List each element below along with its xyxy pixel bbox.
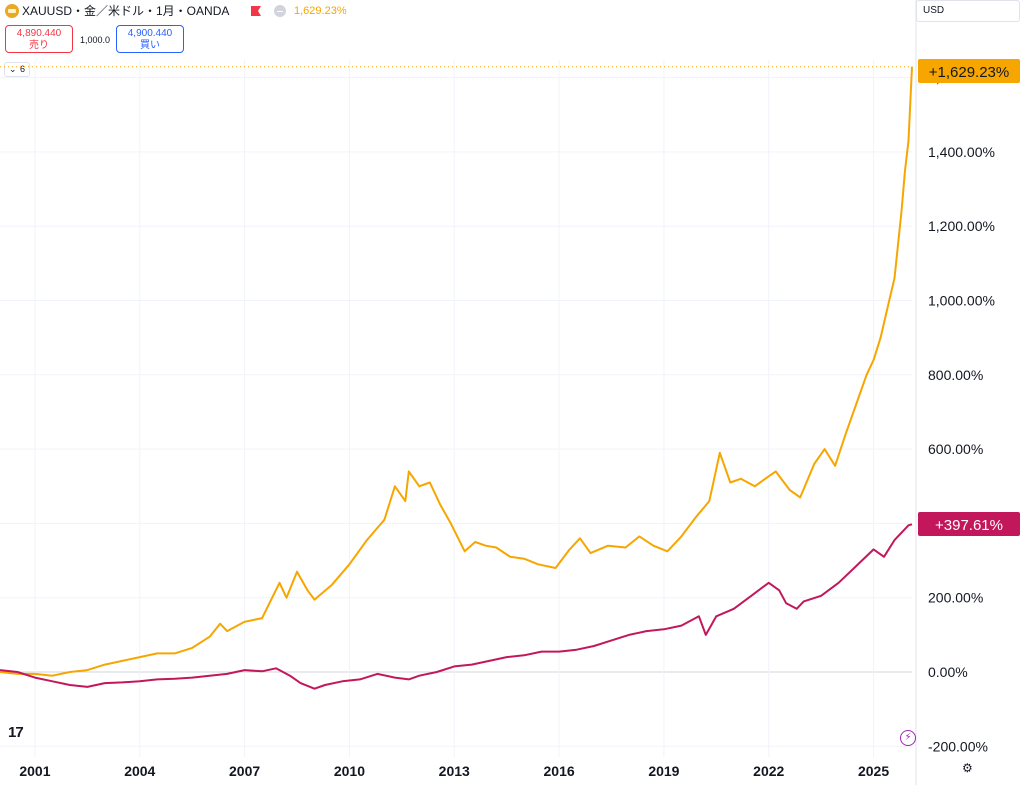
sell-button[interactable]: 4,890.440 売り	[5, 25, 73, 53]
lightning-icon[interactable]: ⚡	[900, 730, 916, 746]
x-tick-label: 2001	[19, 763, 50, 779]
buy-price: 4,900.440	[127, 28, 173, 39]
tradingview-logo-icon: 17	[8, 724, 24, 741]
chevron-down-icon: ⌄	[9, 64, 17, 74]
gold-bar-icon	[5, 4, 19, 18]
y-tick-label: 1,400.00%	[928, 144, 995, 160]
last-value-badge	[918, 512, 1020, 536]
change-percent: 1,629.23%	[294, 5, 347, 17]
x-tick-label: 2025	[858, 763, 889, 779]
x-tick-label: 2013	[439, 763, 470, 779]
minus-circle-icon[interactable]	[274, 5, 286, 17]
spread-value: 1,000.0	[80, 35, 111, 45]
x-tick-label: 2019	[648, 763, 679, 779]
grid	[0, 60, 912, 757]
y-tick-label: 1,200.00%	[928, 218, 995, 234]
series-line-comparison	[0, 523, 913, 690]
currency-label: USD	[923, 5, 945, 16]
top-bar: XAUUSD・金／米ドル・1月・OANDA 1,629.23% USD	[0, 0, 1024, 24]
x-tick-label: 2010	[334, 763, 365, 779]
y-tick-label: 200.00%	[928, 590, 983, 606]
y-tick-label: 600.00%	[928, 441, 983, 457]
symbol-title[interactable]: XAUUSD・金／米ドル・1月・OANDA	[22, 4, 230, 18]
sell-label: 売り	[29, 40, 49, 51]
x-tick-label: 2004	[124, 763, 155, 779]
indicators-count: 6	[20, 64, 26, 74]
series	[0, 66, 913, 690]
y-tick-label: 800.00%	[928, 367, 983, 383]
x-tick-label: 2022	[753, 763, 784, 779]
indicators-toggle-button[interactable]: ⌄ 6	[4, 62, 30, 77]
series-line-xauusd	[0, 66, 913, 677]
settings-gear-icon[interactable]: ⚙	[962, 761, 973, 775]
y-tick-label: 1,000.00%	[928, 293, 995, 309]
sell-price: 4,890.440	[16, 28, 62, 39]
x-tick-label: 2007	[229, 763, 260, 779]
y-tick-label: -200.00%	[928, 738, 988, 754]
axes: -200.00%0.00%200.00%400.00%600.00%800.00…	[19, 0, 995, 785]
last-value-badge	[918, 59, 1020, 83]
last-value-labels: +1,629.23% +397.61%	[0, 59, 1020, 536]
last-value-label: +1,629.23%	[929, 64, 1010, 81]
x-tick-label: 2016	[544, 763, 575, 779]
last-value-label: +397.61%	[935, 517, 1003, 534]
buy-label: 買い	[140, 40, 160, 51]
buy-button[interactable]: 4,900.440 買い	[116, 25, 184, 53]
y-tick-label: 0.00%	[928, 664, 968, 680]
